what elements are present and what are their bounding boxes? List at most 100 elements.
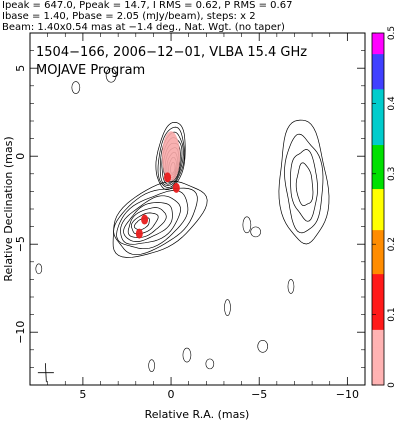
- colorbar-segment: [372, 97, 384, 102]
- colorbar-segment: [372, 302, 384, 307]
- colorbar-tick-label: 0.4: [387, 96, 397, 111]
- colorbar-tick-label: 0.3: [387, 167, 397, 181]
- colorbar-segment: [372, 326, 384, 330]
- colorbar-segment: [372, 267, 384, 272]
- colorbar-segment: [372, 285, 384, 289]
- colorbar-segment: [372, 379, 384, 383]
- y-tick-label: 5: [14, 65, 27, 72]
- colorbar-segment: [372, 62, 384, 66]
- colorbar-segment: [372, 141, 384, 146]
- x-axis-label: Relative R.A. (mas): [145, 408, 250, 421]
- colorbar-tick-label: 0: [387, 382, 397, 388]
- colorbar-segment: [372, 162, 384, 166]
- colorbar-segment: [372, 352, 384, 357]
- colorbar-segment: [372, 200, 384, 204]
- colorbar-segment: [372, 68, 384, 72]
- contour-core-1: [157, 126, 185, 188]
- colorbar-segment: [372, 288, 384, 292]
- colorbar-segment: [372, 56, 384, 60]
- header-line-2: Ibase = 1.40, Pbase = 2.05 (mJy/beam), s…: [2, 11, 256, 22]
- header-line-1: Ipeak = 647.0, Ppeak = 14.7, I RMS = 0.6…: [2, 0, 293, 11]
- colorbar-segment: [372, 311, 384, 316]
- polarization-peak: [162, 131, 181, 182]
- y-tick-label: −5: [14, 236, 27, 252]
- colorbar-segment: [372, 59, 384, 63]
- colorbar-segment: [372, 71, 384, 75]
- colorbar-segment: [372, 182, 384, 187]
- colorbar-segment: [372, 279, 384, 283]
- colorbar-segment: [372, 376, 384, 380]
- colorbar-segment: [372, 206, 384, 210]
- colorbar-segment: [372, 373, 384, 377]
- colorbar-segment: [372, 332, 384, 336]
- colorbar-segment: [372, 77, 384, 81]
- noise-contour: [287, 279, 295, 294]
- colorbar-frame: [371, 32, 385, 386]
- noise-contour: [242, 216, 252, 234]
- colorbar-segment: [372, 38, 384, 43]
- colorbar-segment: [372, 53, 384, 58]
- colorbar-segment: [372, 112, 384, 116]
- colorbar-segment: [372, 91, 384, 96]
- colorbar-segment: [372, 226, 384, 231]
- colorbar-segment: [372, 156, 384, 160]
- colorbar-segment: [372, 264, 384, 269]
- colorbar-segment: [372, 150, 384, 154]
- colorbar-segment: [372, 320, 384, 324]
- colorbar-segment: [372, 253, 384, 257]
- colorbar-segment: [372, 197, 384, 201]
- contour-core-2: [159, 131, 184, 186]
- colorbar-segment: [372, 370, 384, 374]
- colorbar-segment: [372, 203, 384, 207]
- colorbar-segment: [372, 341, 384, 345]
- colorbar-segment: [372, 314, 384, 319]
- colorbar-segment: [372, 382, 384, 386]
- colorbar-segment: [372, 276, 384, 280]
- colorbar-segment: [372, 317, 384, 322]
- colorbar-segment: [372, 167, 384, 172]
- contour-southwest-0: [112, 180, 208, 258]
- colorbar-segment: [372, 329, 384, 333]
- colorbar-segment: [372, 308, 384, 313]
- colorbar-segment: [372, 173, 384, 178]
- colorbar-segment: [372, 191, 384, 195]
- colorbar-segment: [372, 250, 384, 254]
- colorbar-segment: [372, 41, 384, 46]
- contour-west-lobe-2: [290, 149, 318, 222]
- colorbar: 0 0.1 0.2 0.3 0.4 0.5: [371, 26, 397, 388]
- colorbar-segment: [372, 323, 384, 327]
- contour-southwest-5: [127, 207, 167, 238]
- colorbar-segment: [372, 349, 384, 354]
- axis-ticks: 5 0 −5 −10 5 0 −5 −10: [14, 32, 366, 401]
- contour-west-lobe-0: [278, 119, 330, 245]
- colorbar-segment: [372, 346, 384, 351]
- colorbar-segment: [372, 35, 384, 40]
- colorbar-segment: [372, 241, 384, 245]
- colorbar-segment: [372, 50, 384, 55]
- colorbar-segment: [372, 100, 384, 104]
- colorbar-segment: [372, 159, 384, 163]
- colorbar-segment: [372, 79, 384, 84]
- colorbar-segment: [372, 247, 384, 251]
- colorbar-segment: [372, 109, 384, 113]
- contour-southwest-1: [113, 187, 198, 256]
- colorbar-segment: [372, 361, 384, 366]
- colorbar-segment: [372, 282, 384, 286]
- plot-title-line-2: MOJAVE Program: [36, 63, 145, 78]
- colorbar-segment: [372, 229, 384, 234]
- colorbar-segment: [372, 88, 384, 93]
- colorbar-segment: [372, 165, 384, 169]
- colorbar-tick-label: 0.1: [387, 307, 397, 321]
- y-tick-label: 0: [14, 153, 27, 160]
- polarization-peak: [172, 182, 180, 193]
- colorbar-segment: [372, 138, 384, 143]
- polarization-peak: [164, 172, 172, 183]
- colorbar-segment: [372, 299, 384, 304]
- colorbar-segment: [372, 217, 384, 222]
- colorbar-segment: [372, 132, 384, 137]
- colorbar-segment: [372, 270, 384, 275]
- polarization-color-layer: [135, 131, 181, 239]
- colorbar-segment: [372, 235, 384, 239]
- colorbar-segment: [372, 188, 384, 192]
- colorbar-segment: [372, 121, 384, 125]
